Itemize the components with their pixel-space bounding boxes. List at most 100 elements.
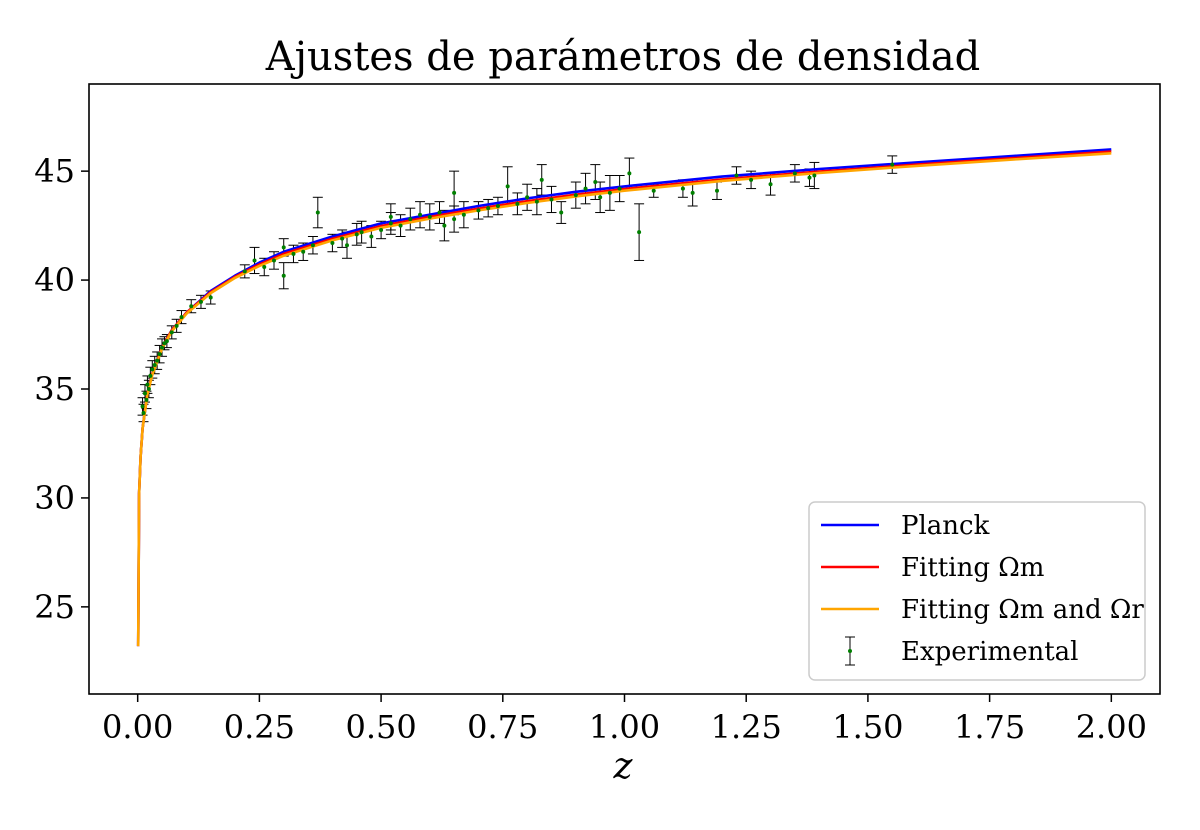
experimental-marker	[174, 323, 179, 328]
experimental-marker	[379, 227, 384, 232]
experimental-marker	[281, 245, 286, 250]
legend-label: Fitting Ωm	[901, 553, 1044, 583]
experimental-marker	[142, 391, 147, 396]
legend-label: Fitting Ωm and Ωr	[901, 595, 1144, 625]
y-axis: 25 30 35 40 45	[34, 152, 89, 626]
experimental-marker	[505, 184, 510, 189]
x-axis: 0.00 0.25 0.50 0.75 1.00 1.25 1.50 1.75 2.00	[102, 694, 1147, 746]
experimental-marker	[354, 232, 359, 237]
experimental-marker	[812, 173, 817, 178]
experimental-marker	[208, 295, 213, 300]
plot-area	[136, 148, 1112, 647]
experimental-marker	[617, 186, 622, 191]
experimental-marker	[388, 214, 393, 219]
experimental-marker	[515, 201, 520, 206]
experimental-marker	[398, 223, 403, 228]
experimental-marker	[792, 171, 797, 176]
x-tick-label: 0.50	[345, 708, 416, 746]
experimental-marker	[598, 195, 603, 200]
experimental-marker	[583, 186, 588, 191]
experimental-marker	[749, 177, 754, 182]
experimental-marker	[495, 204, 500, 208]
experimental-marker	[140, 404, 145, 409]
experimental-marker	[345, 243, 350, 248]
experimental-marker	[559, 210, 564, 215]
experimental-marker	[291, 251, 296, 256]
y-tick-label: 35	[34, 370, 75, 408]
experimental-marker	[340, 236, 345, 241]
experimental-marker	[169, 330, 174, 335]
experimental-marker	[690, 190, 695, 195]
x-tick-label: 0.00	[102, 708, 173, 746]
experimental-marker	[369, 234, 374, 239]
experimental-marker	[573, 193, 578, 198]
experimental-marker	[157, 352, 162, 357]
series-line-2	[136, 152, 1112, 647]
experimental-marker	[160, 345, 165, 350]
experimental-marker	[262, 265, 267, 269]
experimental-marker	[807, 175, 812, 180]
experimental-marker	[146, 387, 151, 391]
experimental-marker	[476, 208, 481, 213]
y-tick-label: 30	[34, 479, 75, 517]
experimental-marker	[271, 258, 276, 263]
experimental-marker	[768, 182, 773, 187]
experimental-marker	[534, 199, 539, 204]
experimental-marker	[301, 249, 306, 254]
experimental-marker	[359, 230, 364, 235]
x-tick-label: 2.00	[1076, 708, 1147, 746]
experimental-marker	[164, 339, 169, 344]
x-tick-label: 1.00	[589, 708, 660, 746]
experimental-marker	[252, 258, 257, 263]
experimental-marker	[593, 180, 598, 185]
experimental-marker	[427, 214, 432, 219]
experimental-marker	[442, 223, 447, 228]
chart-title: Ajustes de parámetros de densidad	[265, 34, 981, 80]
x-tick-label: 0.75	[467, 708, 538, 746]
legend-item: Fitting Ωm	[821, 553, 1044, 583]
experimental-marker	[651, 188, 656, 193]
legend: Planck Fitting Ωm Fitting Ωm and Ωr Experim…	[808, 501, 1146, 681]
y-tick-label: 25	[34, 588, 75, 626]
x-tick-label: 1.25	[711, 708, 782, 746]
experimental-marker	[408, 217, 413, 222]
experimental-marker	[525, 195, 530, 200]
experimental-marker	[155, 358, 160, 363]
experimental-marker	[714, 188, 719, 193]
experimental-marker	[486, 206, 491, 211]
experimental-marker	[539, 177, 544, 182]
experimental-marker	[734, 173, 739, 178]
legend-label: Planck	[901, 511, 990, 541]
experimental-marker	[680, 186, 685, 191]
experimental-marker	[281, 273, 286, 278]
experimental-series	[137, 155, 898, 423]
x-axis-label: z	[613, 746, 634, 787]
legend-box	[808, 501, 1146, 681]
legend-item: Planck	[821, 511, 990, 541]
y-tick-label: 45	[34, 152, 75, 190]
experimental-marker	[627, 171, 632, 176]
experimental-marker	[189, 304, 194, 309]
experimental-marker	[890, 162, 895, 167]
experimental-marker	[152, 363, 157, 368]
experimental-marker	[437, 210, 442, 215]
experimental-marker	[141, 410, 146, 415]
legend-label: Experimental	[901, 637, 1078, 667]
experimental-marker	[549, 197, 554, 202]
experimental-marker	[179, 315, 184, 320]
experimental-marker	[242, 269, 247, 274]
x-tick-label: 1.50	[832, 708, 903, 746]
experimental-marker	[198, 299, 203, 304]
experimental-marker	[452, 190, 457, 195]
experimental-marker	[418, 212, 423, 217]
x-tick-label: 1.75	[954, 708, 1025, 746]
experimental-marker	[461, 212, 466, 217]
experimental-marker	[388, 221, 393, 226]
experimental-marker	[310, 243, 315, 248]
y-tick-label: 40	[34, 261, 75, 299]
experimental-marker	[148, 373, 153, 378]
experimental-marker	[144, 397, 149, 402]
experimental-marker	[452, 217, 457, 222]
